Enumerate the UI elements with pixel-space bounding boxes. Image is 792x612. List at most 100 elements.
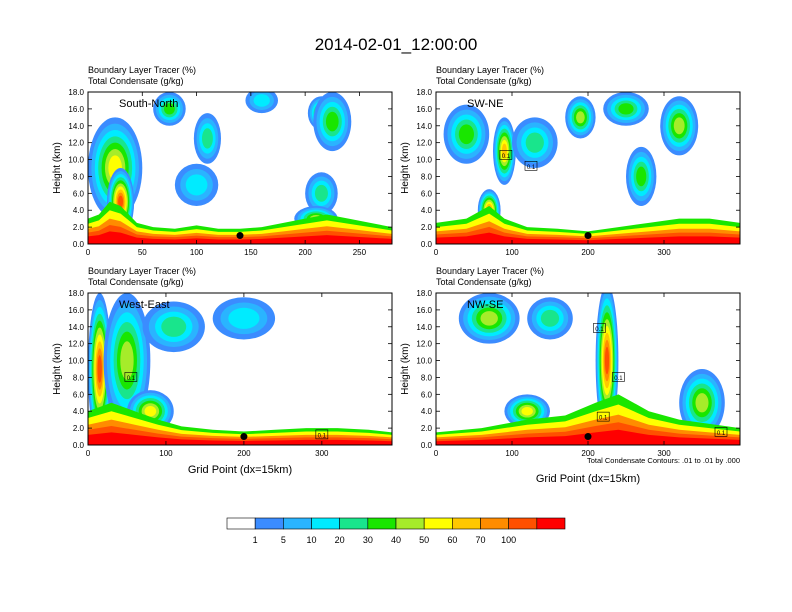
y-tick-label: 12.0 bbox=[416, 139, 432, 148]
colorbar-label: 100 bbox=[501, 535, 516, 545]
panel-title-line1: Boundary Layer Tracer (%) bbox=[88, 65, 196, 75]
y-tick-label: 10.0 bbox=[68, 357, 84, 366]
x-tick-label: 200 bbox=[298, 248, 312, 257]
tracer-blob bbox=[695, 393, 709, 413]
plot-frame bbox=[87, 91, 393, 245]
tracer-blob bbox=[521, 407, 533, 416]
tracer-blob bbox=[480, 311, 498, 326]
contour-label: 0.1 bbox=[614, 376, 623, 382]
x-tick-label: 150 bbox=[244, 248, 258, 257]
y-tick-label: 10.0 bbox=[416, 156, 432, 165]
y-tick-label: 4.0 bbox=[73, 407, 85, 416]
y-axis-label: Height (km) bbox=[400, 343, 411, 395]
colorbar-segment bbox=[536, 517, 566, 530]
x-tick-label: 300 bbox=[657, 449, 671, 458]
location-marker bbox=[240, 433, 248, 441]
x-tick-label: 200 bbox=[581, 449, 595, 458]
boundary-layer-band bbox=[88, 432, 392, 445]
y-tick-label: 16.0 bbox=[68, 105, 84, 114]
contour-label-box bbox=[612, 372, 625, 382]
colorbar-label: 50 bbox=[419, 535, 429, 545]
x-tick-label: 100 bbox=[505, 449, 519, 458]
contour-label-box bbox=[714, 427, 728, 437]
contour-label: 0.1 bbox=[127, 376, 136, 382]
x-tick-label: 100 bbox=[190, 248, 204, 257]
contour-label: 0.1 bbox=[502, 154, 511, 160]
y-tick-label: 14.0 bbox=[416, 122, 432, 131]
tracer-blob bbox=[164, 103, 175, 115]
colorbar-segment bbox=[423, 517, 453, 530]
x-tick-label: 0 bbox=[434, 248, 439, 257]
tracer-blob bbox=[501, 143, 507, 159]
colorbar-segment bbox=[339, 517, 369, 530]
tracer-field: 0.1 0.1 bbox=[88, 293, 392, 445]
contour-label: 0.1 bbox=[717, 431, 726, 437]
panel-sw-ne: Boundary Layer Tracer (%)Total Condensat… bbox=[400, 65, 741, 257]
y-tick-label: 0.0 bbox=[73, 441, 85, 450]
tracer-blob bbox=[185, 174, 208, 196]
x-tick-label: 300 bbox=[315, 449, 329, 458]
colorbar-label: 60 bbox=[447, 535, 457, 545]
y-tick-label: 6.0 bbox=[421, 390, 433, 399]
x-tick-label: 50 bbox=[138, 248, 147, 257]
contour-label: 0.1 bbox=[595, 327, 604, 333]
panel-label: South-North bbox=[119, 98, 178, 110]
y-tick-label: 8.0 bbox=[421, 172, 433, 181]
y-axis-label: Height (km) bbox=[400, 142, 411, 194]
panel-west-east: Boundary Layer Tracer (%)Total Condensat… bbox=[52, 266, 393, 476]
colorbar-label: 70 bbox=[475, 535, 485, 545]
location-marker bbox=[584, 232, 592, 240]
colorbar-label: 5 bbox=[281, 535, 286, 545]
contour-footnote: Total Condensate Contours: .01 to .01 by… bbox=[587, 456, 740, 465]
contour-label-box bbox=[524, 161, 538, 171]
y-tick-label: 2.0 bbox=[73, 223, 85, 232]
panel-south-north: Boundary Layer Tracer (%)Total Condensat… bbox=[52, 65, 393, 257]
panel-title-line2: Total Condensate (g/kg) bbox=[436, 277, 532, 287]
y-tick-label: 10.0 bbox=[68, 156, 84, 165]
contour-label-box bbox=[593, 323, 606, 333]
tracer-blob bbox=[673, 117, 685, 135]
panel-nw-se: Boundary Layer Tracer (%)Total Condensat… bbox=[400, 266, 741, 485]
colorbar-segment bbox=[254, 517, 284, 530]
plot-frame bbox=[87, 292, 393, 446]
colorbar-segment bbox=[395, 517, 425, 530]
y-tick-label: 2.0 bbox=[73, 424, 85, 433]
panel-title-line2: Total Condensate (g/kg) bbox=[88, 277, 184, 287]
y-tick-label: 14.0 bbox=[416, 323, 432, 332]
y-tick-label: 18.0 bbox=[68, 88, 84, 97]
tracer-blob bbox=[118, 195, 124, 208]
colorbar-segment bbox=[452, 517, 481, 530]
tracer-blob bbox=[636, 166, 647, 187]
x-tick-label: 0 bbox=[86, 248, 91, 257]
x-tick-label: 250 bbox=[353, 248, 367, 257]
x-tick-label: 200 bbox=[581, 248, 595, 257]
colorbar-label: 1 bbox=[253, 535, 258, 545]
tracer-blob bbox=[618, 103, 634, 115]
y-tick-label: 18.0 bbox=[416, 289, 432, 298]
y-tick-label: 16.0 bbox=[416, 105, 432, 114]
colorbar-segment bbox=[283, 517, 312, 530]
tracer-blob bbox=[120, 341, 134, 380]
y-tick-label: 0.0 bbox=[421, 441, 433, 450]
y-tick-label: 6.0 bbox=[421, 189, 433, 198]
panel-label: West-East bbox=[119, 299, 170, 311]
x-tick-label: 100 bbox=[505, 248, 519, 257]
colorbar-label: 30 bbox=[363, 535, 373, 545]
colorbar-label: 10 bbox=[306, 535, 316, 545]
contour-label-box bbox=[596, 411, 610, 422]
x-tick-label: 300 bbox=[657, 248, 671, 257]
colorbar-segment bbox=[508, 517, 538, 530]
tracer-blob bbox=[161, 316, 187, 337]
tracer-blob bbox=[576, 111, 585, 124]
y-tick-label: 14.0 bbox=[68, 323, 84, 332]
panel-label: SW-NE bbox=[467, 98, 503, 110]
panels: Boundary Layer Tracer (%)Total Condensat… bbox=[52, 65, 741, 485]
x-tick-label: 0 bbox=[86, 449, 91, 458]
contour-label-box bbox=[315, 429, 329, 440]
panel-title-line1: Boundary Layer Tracer (%) bbox=[436, 266, 544, 276]
y-tick-label: 0.0 bbox=[73, 240, 85, 249]
colorbar: 1 5 10 20 30 40 50 60 70 100 bbox=[226, 517, 566, 545]
y-tick-label: 12.0 bbox=[68, 340, 84, 349]
panel-title-line2: Total Condensate (g/kg) bbox=[88, 76, 184, 86]
y-tick-label: 8.0 bbox=[73, 373, 85, 382]
